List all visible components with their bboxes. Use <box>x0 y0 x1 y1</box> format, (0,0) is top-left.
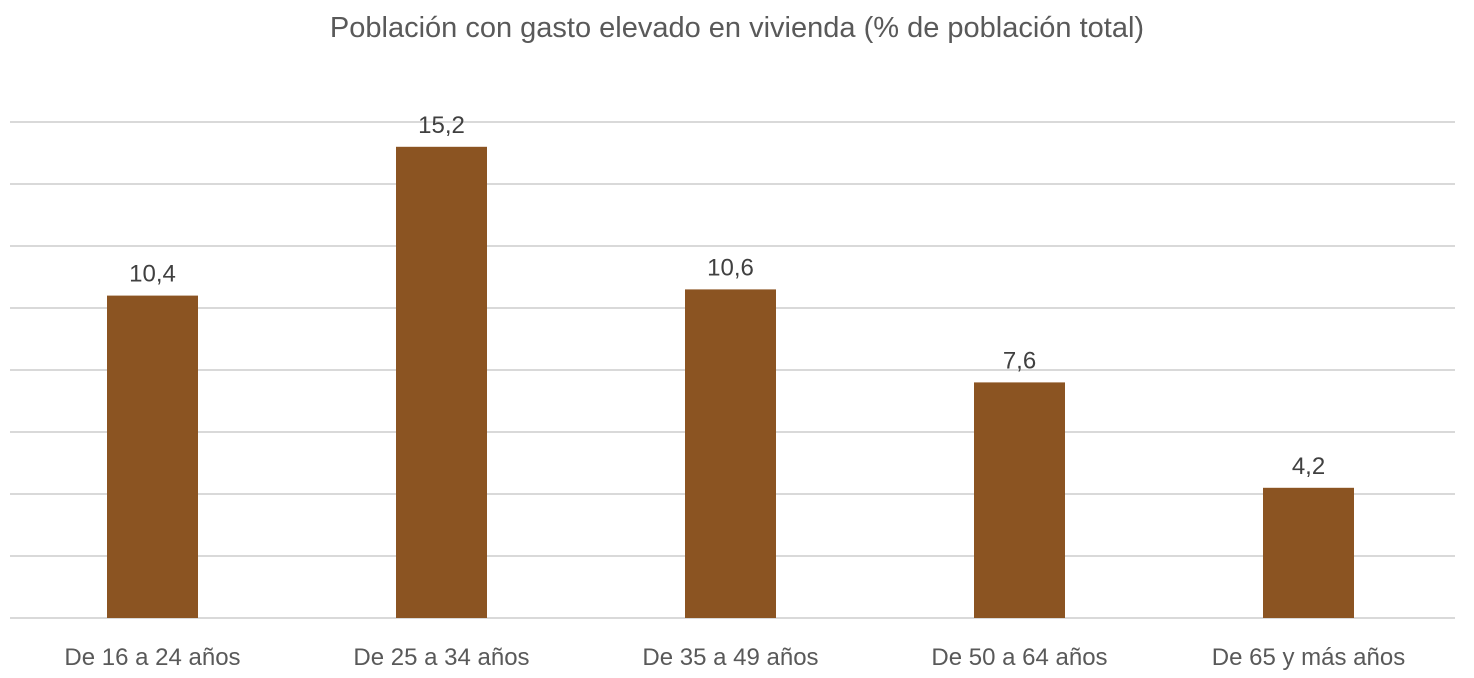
data-label: 10,4 <box>129 261 176 288</box>
bar <box>685 289 776 618</box>
category-label: De 50 a 64 años <box>931 644 1107 671</box>
bar <box>107 295 198 618</box>
bar <box>396 146 487 619</box>
data-label: 15,2 <box>418 112 465 139</box>
category-label: De 25 a 34 años <box>353 644 529 671</box>
category-label: De 35 a 49 años <box>642 644 818 671</box>
category-label: De 16 a 24 años <box>64 644 240 671</box>
chart-title: Población con gasto elevado en vivienda … <box>329 12 1145 44</box>
data-label: 10,6 <box>707 254 754 281</box>
bar <box>974 382 1065 618</box>
data-label: 7,6 <box>1003 347 1036 374</box>
bar <box>1263 487 1354 618</box>
category-label: De 65 y más años <box>1212 644 1405 671</box>
data-label: 4,2 <box>1292 453 1325 480</box>
